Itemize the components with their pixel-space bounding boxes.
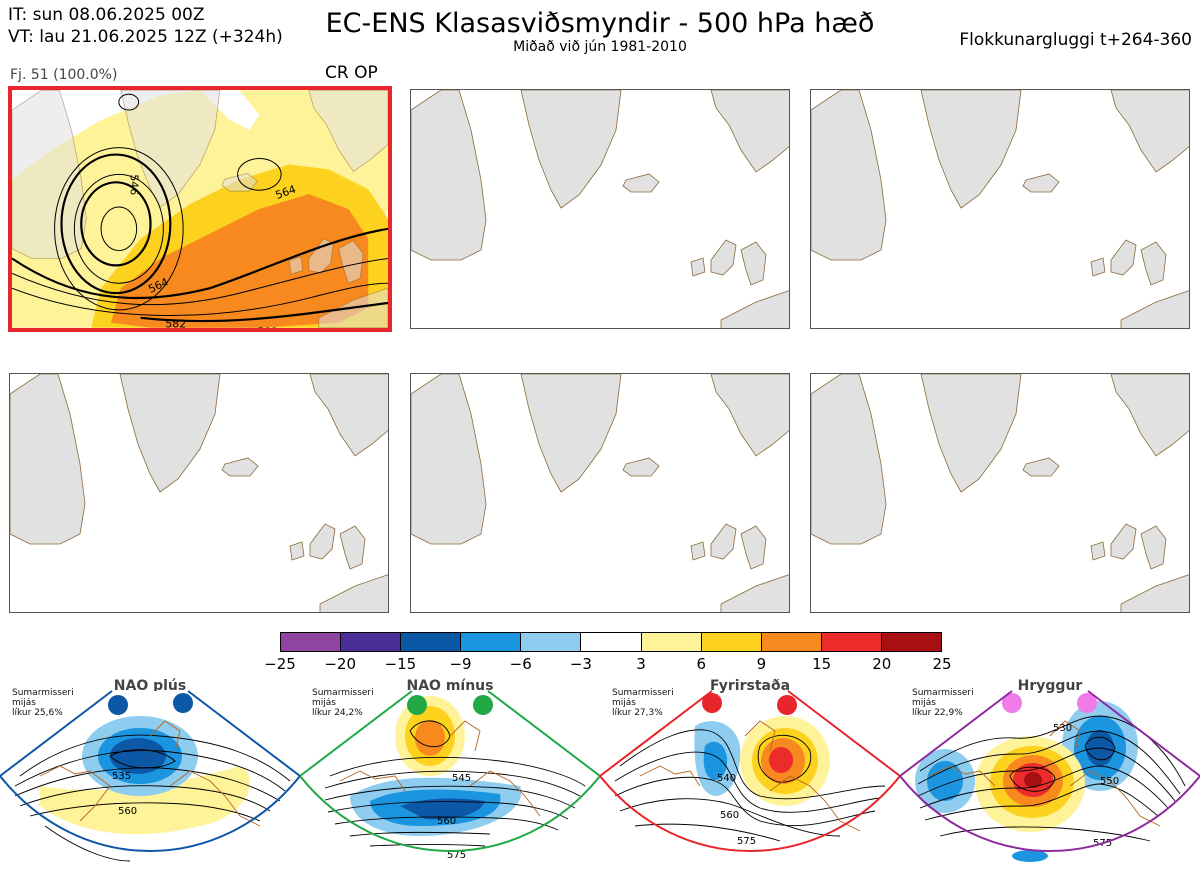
regime-likelihood: líkur 22,9% [912,708,963,718]
init-time: IT: sun 08.06.2025 00Z [8,5,205,25]
regime-ridge: Hryggur Sumarmisseri mijás líkur 22,9% [900,676,1200,871]
regime-dot [702,693,722,713]
regime-dot [1002,693,1022,713]
regime-contour-label: 560 [118,806,137,817]
member-contour-label: 582 [257,326,278,328]
colorbar-tick-label: −15 [384,655,417,673]
classification-window: Flokkunargluggi t+264-360 [959,30,1192,50]
colorbar-tick-label: −20 [324,655,356,673]
regime-likelihood: líkur 24,2% [312,708,363,718]
colorbar-tick-label: 3 [636,655,646,673]
colorbar-cell [641,633,702,651]
regime-frame [900,690,1200,852]
regime-nao-plus: NAO plús Sumarmisseri mijás líkur 25,6% … [0,676,300,871]
regime-map: 540 560 575 [600,690,900,852]
member-panel-active[interactable]: 546 564 564 582 582 [8,86,392,332]
colorbar-cell [701,633,762,651]
colorbar-tick-label: 25 [932,655,952,673]
regime-name: Fyrirstaða [709,678,791,694]
regime-map: 535 560 [0,690,300,862]
regime-blocking: Fyrirstaða Sumarmisseri mijás líkur 27,3… [600,676,900,871]
empty-panel [410,89,790,329]
regime-dot [173,693,193,713]
regime-name: Hryggur [1017,678,1083,694]
regime-method: mijás [12,698,36,708]
regime-dot [777,695,797,715]
regime-method: mijás [612,698,636,708]
regime-info: Sumarmisseri mijás líkur 22,9% [912,688,974,718]
colorbar-cell [821,633,882,651]
page-subtitle: Miðað við jún 1981-2010 [513,39,687,55]
regime-contour-label: 540 [717,773,736,784]
empty-panel [810,89,1190,329]
regime-contour-label: 560 [437,816,456,827]
regime-contour-label: 530 [1053,723,1072,734]
colorbar-cell [881,633,942,651]
colorbar-tick-label: 9 [756,655,767,673]
regime-info: Sumarmisseri mijás líkur 25,6% [12,688,74,718]
colorbar-tick-label: −3 [569,655,592,673]
empty-map [811,90,1189,328]
member-map: 546 564 564 582 582 [12,90,388,328]
empty-panel [810,373,1190,613]
regime-dot [473,695,493,715]
page-title: EC-ENS Klasasviðsmyndir - 500 hPa hæð [325,8,875,39]
regime-season: Sumarmisseri [612,688,674,698]
regime-name: NAO plús [113,678,187,694]
regime-info: Sumarmisseri mijás líkur 27,3% [612,688,674,718]
regime-contour-label: 575 [447,850,466,861]
member-label: Fj. 51 (100.0%) [10,67,118,83]
regime-nao-minus: NAO mínus Sumarmisseri mijás líkur 24,2% [300,676,600,871]
regime-method: mijás [312,698,336,708]
regime-name: NAO mínus [406,678,494,694]
regime-likelihood: líkur 27,3% [612,708,663,718]
regime-method: mijás [912,698,936,708]
regime-dot [1077,693,1097,713]
colorbar-cell [281,633,342,651]
colorbar-cell [341,633,402,651]
regime-contour-label: 550 [1100,776,1119,787]
regime-frame [300,690,600,852]
colorbar-tick-label: 20 [872,655,892,673]
header-times: IT: sun 08.06.2025 00Z VT: lau 21.06.202… [8,4,283,48]
empty-panel [410,373,790,613]
regime-contour-label: 535 [112,771,131,782]
regime-frame [600,690,900,852]
member-class-label: CR OP [325,63,378,83]
member-contour-label: 582 [165,318,186,328]
empty-panel [9,373,389,613]
empty-map [811,374,1189,612]
regime-season: Sumarmisseri [912,688,974,698]
colorbar [280,632,942,652]
regime-season: Sumarmisseri [312,688,374,698]
colorbar-cell [761,633,822,651]
regime-contour-label: 545 [452,773,471,784]
empty-map [411,90,789,328]
colorbar-cell [521,633,582,651]
empty-map [411,374,789,612]
regime-dot [407,695,427,715]
colorbar-tick-label: 6 [696,655,707,673]
empty-map [10,374,388,612]
colorbar-cell [401,633,462,651]
colorbar-tick-label: −25 [264,655,296,673]
regime-info: Sumarmisseri mijás líkur 24,2% [312,688,374,718]
regime-contour-label: 575 [737,836,756,847]
regime-contour-label: 560 [720,810,739,821]
colorbar-tick-label: 15 [812,655,832,673]
colorbar-cell [461,633,522,651]
regime-frame [0,690,300,852]
member-contour-label: 546 [128,174,141,195]
valid-time: VT: lau 21.06.2025 12Z (+324h) [8,27,283,47]
regime-map: 545 560 575 [300,690,600,861]
regime-dot [108,695,128,715]
colorbar-tick-label: −6 [509,655,532,673]
regime-likelihood: líkur 25,6% [12,708,63,718]
regime-map: 530 550 575 [900,690,1200,862]
regime-season: Sumarmisseri [12,688,74,698]
colorbar-tick-label: −9 [449,655,472,673]
colorbar-cell [581,633,642,651]
